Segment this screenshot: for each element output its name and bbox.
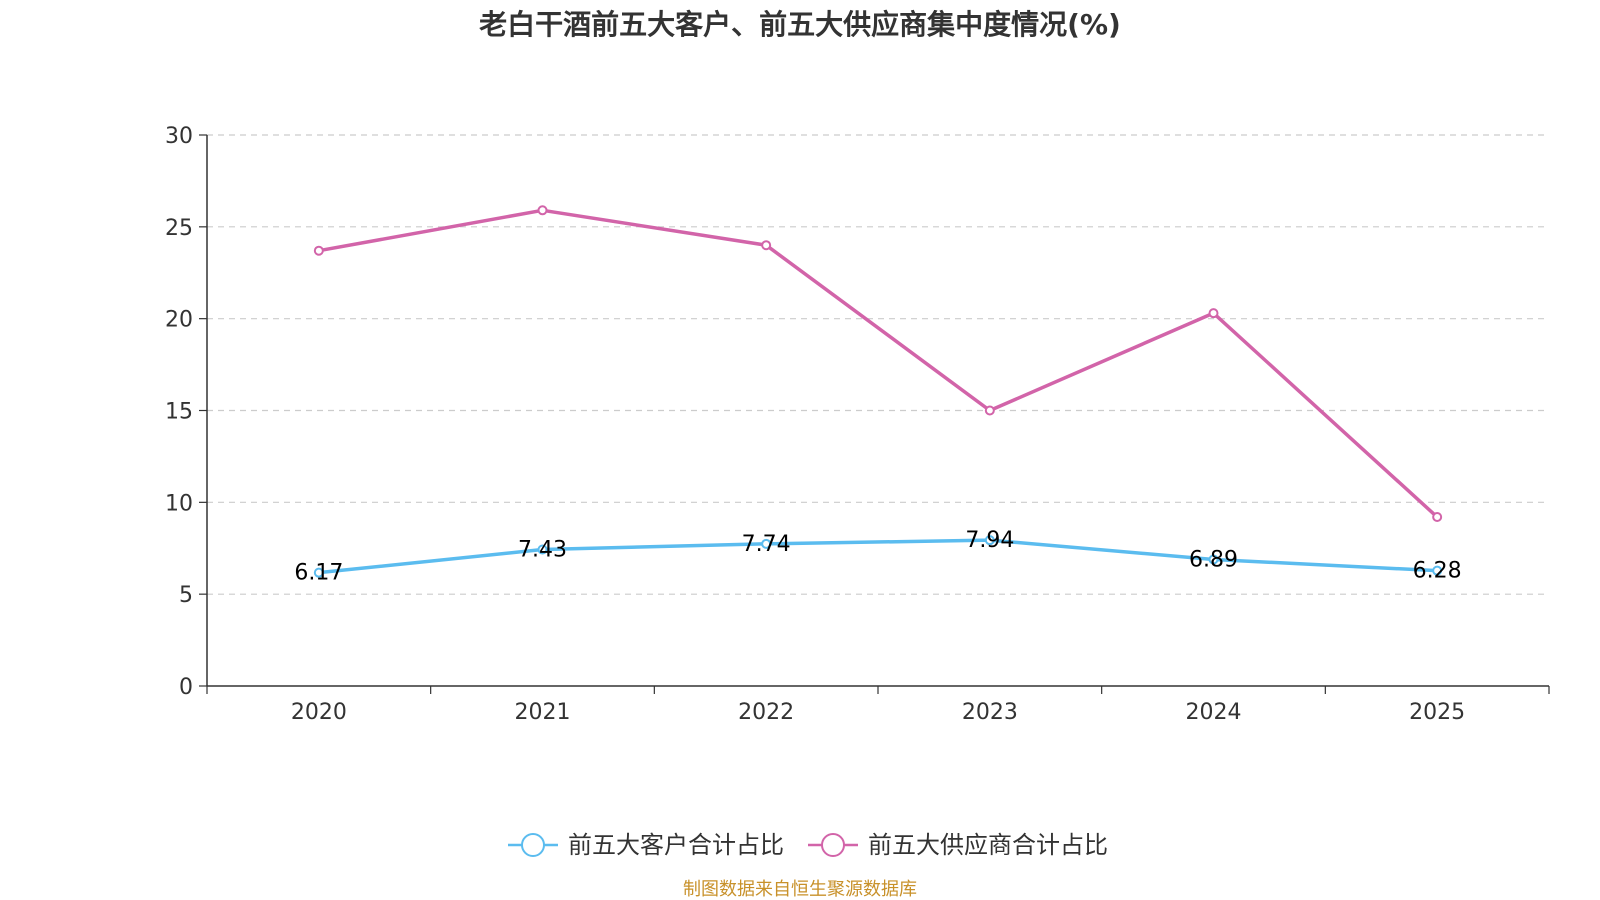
data-label: 6.28 xyxy=(1413,559,1462,584)
legend-item[interactable]: 前五大供应商合计占比 xyxy=(808,831,1108,859)
data-label: 6.89 xyxy=(1189,547,1238,572)
data-point[interactable] xyxy=(537,544,548,555)
y-tick-label: 25 xyxy=(165,216,193,241)
y-tick-label: 20 xyxy=(165,308,193,333)
y-tick-label: 10 xyxy=(165,491,193,516)
x-tick-label: 2023 xyxy=(962,700,1018,725)
y-tick-label: 5 xyxy=(179,583,193,608)
x-tick-label: 2025 xyxy=(1409,700,1465,725)
data-label: 7.74 xyxy=(742,532,791,557)
grid-lines xyxy=(207,134,1549,595)
legend-label: 前五大客户合计占比 xyxy=(568,831,784,859)
data-point[interactable] xyxy=(1432,512,1443,523)
data-point[interactable] xyxy=(984,535,995,546)
data-labels: 6.17 7.43 7.74 7.94 6.89 6.28 xyxy=(294,528,1461,586)
series-layer xyxy=(313,205,1443,578)
series-line xyxy=(318,538,1438,575)
data-label: 7.94 xyxy=(965,528,1014,553)
data-point[interactable] xyxy=(313,567,324,578)
legend-item[interactable]: 前五大客户合计占比 xyxy=(508,831,784,859)
series-line xyxy=(318,208,1439,519)
y-tick-label: 15 xyxy=(165,400,193,425)
x-tick-label: 2020 xyxy=(291,700,347,725)
data-point[interactable] xyxy=(984,405,995,416)
chart-title: 老白干酒前五大客户、前五大供应商集中度情况(%) xyxy=(479,8,1121,41)
x-tick-label: 2024 xyxy=(1186,700,1242,725)
data-point[interactable] xyxy=(761,240,772,251)
x-tick-label: 2022 xyxy=(738,700,794,725)
data-point[interactable] xyxy=(313,245,324,256)
data-point[interactable] xyxy=(1432,565,1443,576)
x-tick-label: 2021 xyxy=(515,700,571,725)
data-point[interactable] xyxy=(1208,308,1219,319)
data-point[interactable] xyxy=(1208,554,1219,565)
data-label: 6.17 xyxy=(294,561,343,586)
legend[interactable]: 前五大客户合计占比 前五大供应商合计占比 xyxy=(508,831,1108,859)
data-label: 7.43 xyxy=(518,538,567,563)
data-point[interactable] xyxy=(537,205,548,216)
source-note: 制图数据来自恒生聚源数据库 xyxy=(683,879,917,900)
legend-marker xyxy=(821,833,845,857)
legend-marker xyxy=(521,833,545,857)
y-tick-label: 30 xyxy=(165,124,193,149)
data-point[interactable] xyxy=(761,538,772,549)
y-tick-label: 0 xyxy=(179,675,193,700)
legend-label: 前五大供应商合计占比 xyxy=(868,831,1108,859)
